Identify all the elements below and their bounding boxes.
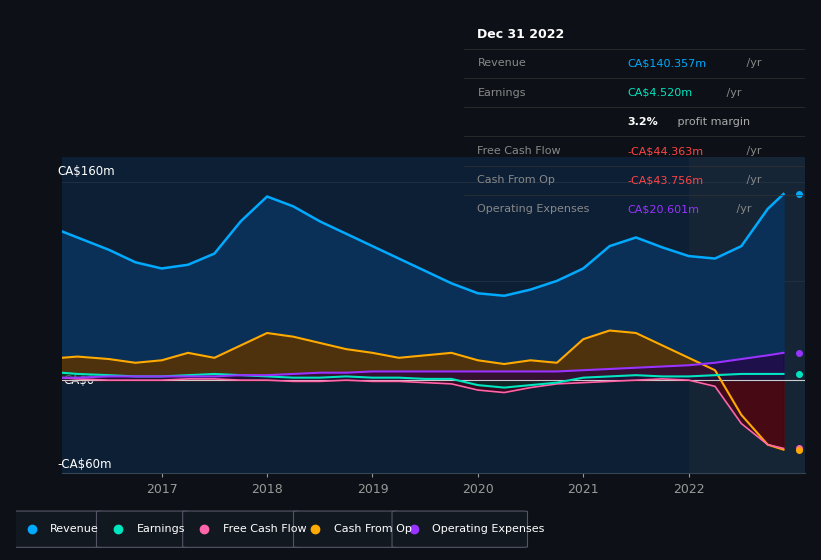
Text: Operating Expenses: Operating Expenses	[478, 204, 589, 214]
FancyBboxPatch shape	[10, 511, 103, 547]
Text: CA$20.601m: CA$20.601m	[627, 204, 699, 214]
Bar	[689, 157, 805, 473]
FancyBboxPatch shape	[97, 511, 189, 547]
Text: /yr: /yr	[743, 146, 762, 156]
Text: CA$0: CA$0	[63, 374, 94, 386]
Text: Revenue: Revenue	[478, 58, 526, 68]
FancyBboxPatch shape	[294, 511, 398, 547]
Text: -CA$44.363m: -CA$44.363m	[627, 146, 704, 156]
Text: profit margin: profit margin	[674, 117, 750, 127]
Text: CA$140.357m: CA$140.357m	[627, 58, 707, 68]
Text: /yr: /yr	[733, 204, 751, 214]
Text: /yr: /yr	[743, 175, 762, 185]
Text: Earnings: Earnings	[478, 87, 526, 97]
Text: CA$160m: CA$160m	[57, 165, 116, 179]
Text: Cash From Op: Cash From Op	[333, 524, 411, 534]
Text: Dec 31 2022: Dec 31 2022	[478, 27, 565, 41]
Text: /yr: /yr	[722, 87, 741, 97]
Text: /yr: /yr	[743, 58, 762, 68]
Text: Earnings: Earnings	[136, 524, 185, 534]
Text: Cash From Op: Cash From Op	[478, 175, 555, 185]
Text: CA$4.520m: CA$4.520m	[627, 87, 693, 97]
Text: Free Cash Flow: Free Cash Flow	[478, 146, 561, 156]
FancyBboxPatch shape	[392, 511, 528, 547]
Text: -CA$60m: -CA$60m	[57, 458, 112, 471]
Text: Free Cash Flow: Free Cash Flow	[222, 524, 306, 534]
FancyBboxPatch shape	[183, 511, 300, 547]
Text: Revenue: Revenue	[50, 524, 99, 534]
Text: Operating Expenses: Operating Expenses	[432, 524, 544, 534]
Text: 3.2%: 3.2%	[627, 117, 658, 127]
Text: -CA$43.756m: -CA$43.756m	[627, 175, 704, 185]
